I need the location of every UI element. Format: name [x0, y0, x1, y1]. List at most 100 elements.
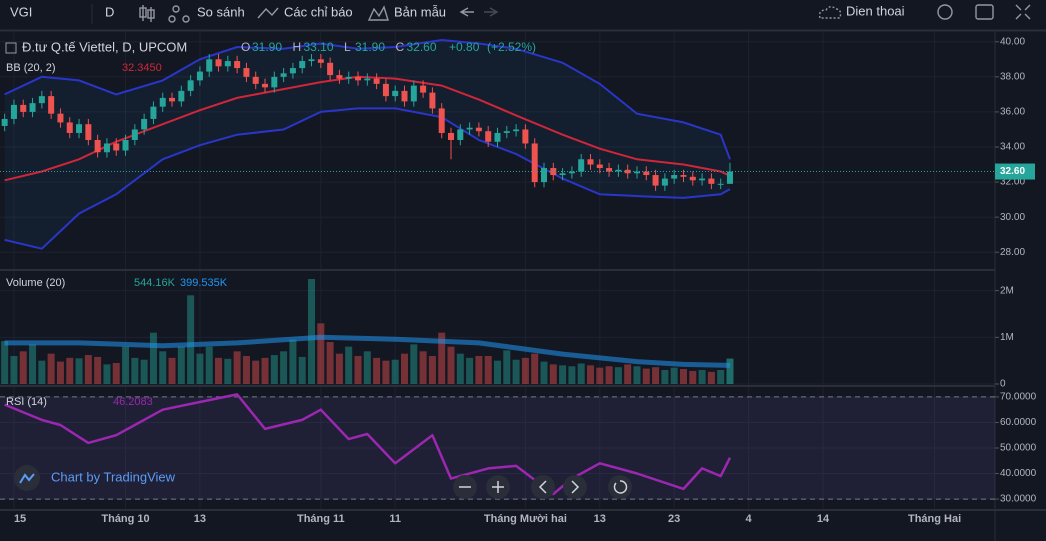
volume-bar: [679, 369, 687, 384]
legend-collapse: [5, 42, 17, 54]
volume-bar: [401, 353, 409, 384]
legends: 15 Tháng 10 13 Tháng 11 11 Tháng Mười hai 13 23…: [5, 36, 1037, 525]
candle-body: [169, 97, 176, 102]
volume-bar: [652, 367, 660, 384]
volume-bar: [10, 356, 18, 384]
candle-body: [66, 122, 73, 133]
x-tick-label: Tháng 11: [297, 513, 345, 525]
y-tick-label: 70.0000: [1000, 392, 1037, 403]
volume-bar: [187, 295, 195, 384]
symbol[interactable]: VGI: [10, 4, 32, 19]
watermark-text: Chart by TradingView: [51, 469, 176, 484]
volume-bar: [308, 279, 316, 384]
candle-body: [187, 80, 194, 91]
interval[interactable]: D: [105, 4, 114, 19]
candle-body: [215, 59, 222, 67]
candle-body: [466, 127, 473, 130]
volume-bar: [19, 351, 27, 384]
volume-bar: [726, 358, 734, 384]
volume-bar: [382, 360, 390, 384]
candle-body: [103, 143, 110, 153]
candle-body: [531, 143, 538, 183]
candle-body: [401, 90, 408, 102]
undo-button[interactable]: [459, 7, 474, 17]
candle-body: [159, 97, 166, 107]
candle-body: [485, 131, 492, 142]
volume-bar: [252, 360, 260, 384]
watermark: Chart by TradingView: [14, 465, 176, 491]
cloud-icon[interactable]: [818, 6, 842, 19]
compare-button[interactable]: So sánh: [197, 4, 245, 19]
ohlc-value: 31.90: [252, 40, 282, 54]
candle-body: [364, 78, 371, 81]
volume-bar: [698, 370, 706, 384]
volume-bar: [196, 353, 204, 384]
candle-body: [196, 71, 203, 81]
candle-body: [57, 113, 64, 123]
candle-body: [438, 108, 445, 133]
volume-bar: [131, 357, 139, 384]
volume-bar: [717, 370, 725, 384]
band-line: [4, 38, 731, 160]
volume-bar: [614, 367, 622, 384]
redo-button[interactable]: [484, 7, 499, 17]
volume-bar: [75, 358, 83, 384]
candle-body: [308, 59, 315, 62]
candle-body: [252, 76, 259, 84]
ohlc-value: 32.60: [407, 40, 437, 54]
templates-button[interactable]: Bản mẫu: [394, 4, 446, 19]
volume-bar: [661, 370, 669, 384]
settings-button[interactable]: [937, 4, 953, 20]
volume-bar: [512, 359, 520, 384]
volume-bar: [642, 368, 650, 384]
candle-style-icon[interactable]: [139, 5, 155, 22]
volume-bar: [298, 356, 306, 384]
candle-body: [671, 175, 678, 179]
volume-bar: [261, 357, 269, 384]
volume-bar: [289, 339, 297, 384]
fullscreen-button[interactable]: [1015, 4, 1031, 20]
candle-body: [327, 62, 334, 76]
candle-body: [615, 169, 622, 172]
y-tick-label: 36.00: [1000, 107, 1025, 118]
volume-bar: [94, 356, 102, 384]
x-tick-label: 4: [746, 513, 753, 525]
snapshot-button[interactable]: [975, 4, 994, 20]
y-tick-label: 32.00: [1000, 177, 1025, 188]
volume-value: 544.16K: [134, 277, 176, 289]
volume-bar: [84, 355, 92, 384]
pane-title: RSI (14): [6, 396, 47, 408]
candle-body: [1, 118, 8, 126]
candle-body: [113, 143, 120, 151]
scroll-right-button[interactable]: [563, 475, 587, 499]
volume-ma-value: 399.535K: [180, 277, 228, 289]
volume-bar: [549, 364, 557, 384]
templates-icon[interactable]: [367, 5, 389, 21]
volume-bar: [466, 357, 474, 384]
reset-button[interactable]: [608, 475, 632, 499]
y-tick-label: 38.00: [1000, 71, 1025, 82]
candle-body: [513, 129, 520, 132]
candle-body: [336, 75, 343, 79]
toolbar: [0, 0, 1046, 30]
volume-bar: [559, 365, 567, 384]
volume-bar: [233, 351, 241, 384]
scroll-left-button[interactable]: [531, 475, 555, 499]
volume-bar: [38, 360, 46, 384]
candle-body: [243, 68, 250, 77]
compare-icon[interactable]: [168, 5, 190, 23]
layout-name[interactable]: Dien thoai: [846, 3, 905, 18]
candle-body: [271, 76, 278, 88]
volume-bar: [103, 364, 111, 384]
candle-body: [559, 173, 566, 176]
volume-bar: [624, 364, 632, 384]
change-value: +0.80: [449, 40, 480, 54]
candle-body: [503, 131, 510, 133]
indicators-button[interactable]: Các chỉ báo: [284, 4, 353, 19]
candle-body: [448, 132, 455, 140]
indicators-icon[interactable]: [257, 7, 279, 19]
candle-body: [262, 83, 269, 88]
rsi-line: [4, 393, 732, 496]
candle-body: [457, 129, 464, 140]
